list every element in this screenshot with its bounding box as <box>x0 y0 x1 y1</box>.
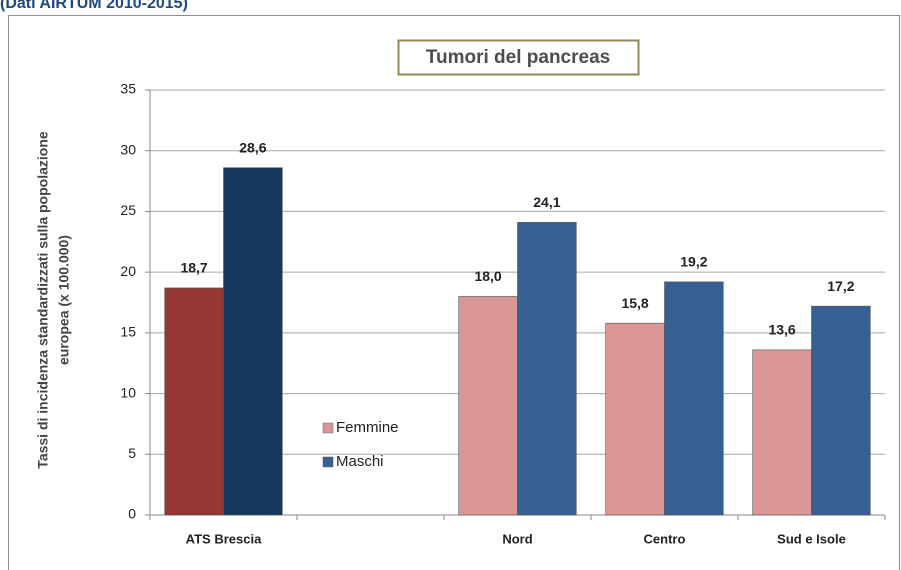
bar <box>458 296 518 516</box>
legend-label: Femmine <box>336 419 399 436</box>
y-tick-label: 30 <box>120 141 136 157</box>
y-tick-label: 5 <box>128 445 136 461</box>
y-axis-title-line: Tassi di incidenza standardizzati sulla … <box>35 131 51 469</box>
y-axis-title: Tassi di incidenza standardizzati sulla … <box>35 131 72 469</box>
y-tick-label: 25 <box>120 202 136 218</box>
bar <box>517 222 577 516</box>
title-box <box>397 39 640 76</box>
bar <box>752 349 812 516</box>
value-label: 13,6 <box>768 322 795 338</box>
bar <box>811 305 871 516</box>
value-label: 19,2 <box>680 254 707 270</box>
chart-frame <box>8 15 900 570</box>
chart-title: Tumori del pancreas <box>426 47 610 68</box>
y-tick-label: 15 <box>120 324 136 340</box>
y-axis-title-line: europea (x 100.000) <box>56 235 72 365</box>
value-label: 15,8 <box>621 295 648 311</box>
y-tick-label: 10 <box>120 384 136 400</box>
y-tick-label: 20 <box>120 263 136 279</box>
bar <box>664 281 724 516</box>
value-label: 18,0 <box>474 268 501 284</box>
bar <box>223 167 283 516</box>
x-tick-label: Nord <box>502 531 532 546</box>
bar <box>164 287 224 516</box>
value-label: 28,6 <box>239 139 266 155</box>
x-tick-label: Sud e Isole <box>777 531 846 546</box>
legend-label: Maschi <box>336 453 384 470</box>
y-tick-label: 0 <box>128 506 136 522</box>
x-tick-label: Centro <box>644 531 686 546</box>
legend-swatch <box>322 422 334 434</box>
value-label: 18,7 <box>180 260 207 276</box>
legend-swatch <box>322 456 334 468</box>
value-label: 17,2 <box>827 278 854 294</box>
x-tick-label: ATS Brescia <box>186 531 262 546</box>
y-tick-label: 35 <box>120 81 136 97</box>
source-note: (Dati AIRTUM 2010-2015) <box>0 0 188 12</box>
bar <box>605 322 665 516</box>
value-label: 24,1 <box>533 194 560 210</box>
